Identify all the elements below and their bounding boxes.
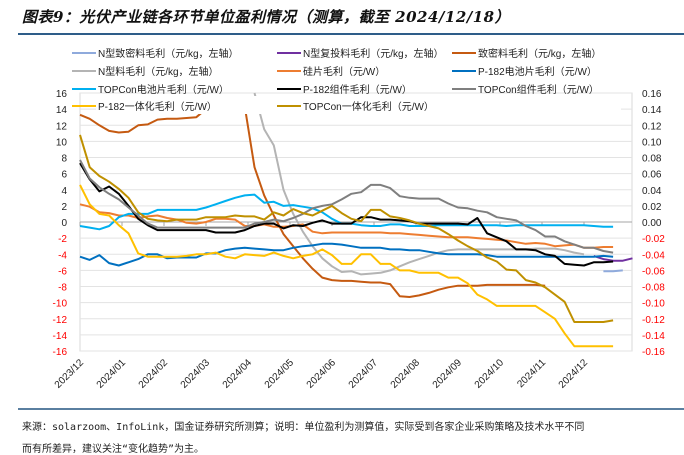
legend-label: N型致密料毛利（元/kg，左轴） bbox=[98, 47, 239, 60]
legend-item[interactable]: N型致密料毛利（元/kg，左轴） bbox=[72, 47, 239, 60]
y-left-tick-label: -16 bbox=[53, 347, 68, 358]
y-left-tick-label: 6 bbox=[61, 170, 67, 181]
y-left-tick-label: 10 bbox=[56, 137, 68, 148]
y-right-tick-label: 0.00 bbox=[642, 218, 662, 229]
y-left-tick-label: 4 bbox=[61, 186, 67, 197]
y-left-tick-label: -4 bbox=[58, 250, 67, 261]
gridlines bbox=[79, 92, 633, 352]
series-line-4 bbox=[79, 203, 614, 249]
x-axis: 2023/12 2024/01 2024/02 2024/03 2024/04 2024/… bbox=[53, 357, 591, 391]
x-tick-label: 2024/12 bbox=[557, 357, 591, 391]
legend-label: N型料毛利（元/kg，左轴） bbox=[98, 65, 219, 78]
legend-label: P-182组件毛利（元/W） bbox=[303, 83, 412, 96]
y-right-tick-label: 0.04 bbox=[642, 186, 662, 197]
y-right-tick-label: -0.14 bbox=[642, 331, 665, 342]
legend-label: TOPCon电池片毛利（元/W） bbox=[98, 83, 229, 96]
left-y-axis: 16 14 12 10 8 6 4 2 0 -2 -4 -6 -8 -10 -12 -14 -16 bbox=[53, 89, 68, 358]
y-left-tick-label: -14 bbox=[53, 331, 68, 342]
x-tick-label: 2024/01 bbox=[95, 357, 129, 391]
legend-item[interactable]: TOPCon电池片毛利（元/W） bbox=[72, 83, 229, 96]
series-line-10 bbox=[79, 134, 614, 323]
legend-label: P-182电池片毛利（元/W） bbox=[478, 65, 597, 78]
y-right-tick-label: 0.16 bbox=[642, 89, 662, 100]
footer-divider bbox=[18, 408, 684, 410]
y-right-tick-label: -0.10 bbox=[642, 299, 665, 310]
x-tick-label: 2024/11 bbox=[515, 357, 548, 390]
y-right-tick-label: 0.08 bbox=[642, 154, 662, 165]
series-line-1 bbox=[593, 254, 633, 262]
y-left-tick-label: 2 bbox=[61, 202, 67, 213]
y-right-tick-label: 0.10 bbox=[642, 137, 662, 148]
legend-label: P-182一体化毛利（元/W） bbox=[98, 100, 217, 113]
y-left-tick-label: -6 bbox=[58, 266, 67, 277]
x-tick-label: 2024/05 bbox=[263, 357, 297, 391]
legend-item[interactable]: P-182组件毛利（元/W） bbox=[277, 83, 412, 96]
legend-background bbox=[96, 96, 621, 114]
y-left-tick-label: -2 bbox=[58, 234, 67, 245]
legend-item[interactable]: N型料毛利（元/kg，左轴） bbox=[72, 65, 219, 78]
x-tick-label: 2023/12 bbox=[53, 357, 87, 391]
y-left-tick-label: -8 bbox=[58, 283, 67, 294]
y-right-tick-label: -0.08 bbox=[642, 283, 665, 294]
y-right-tick-label: -0.02 bbox=[642, 234, 665, 245]
legend-item[interactable]: 致密料毛利（元/kg，左轴） bbox=[452, 47, 601, 60]
y-right-tick-label: 0.14 bbox=[642, 105, 662, 116]
x-tick-label: 2024/06 bbox=[305, 357, 339, 391]
title-divider bbox=[18, 33, 684, 35]
chart-title: 图表9：光伏产业链各环节单位盈利情况（测算，截至 2024/12/18） bbox=[22, 8, 511, 26]
legend-label: 硅片毛利（元/W） bbox=[303, 65, 385, 78]
x-tick-label: 2024/08 bbox=[389, 357, 423, 391]
series-line-0 bbox=[603, 269, 623, 273]
legend-item[interactable]: TOPCon组件毛利（元/W） bbox=[452, 83, 599, 96]
legend: N型致密料毛利（元/kg，左轴） N型复投料毛利（元/kg，左轴） 致密料毛利（元/… bbox=[72, 47, 621, 114]
legend-item[interactable]: N型复投料毛利（元/kg，左轴） bbox=[277, 47, 444, 60]
y-right-tick-label: -0.12 bbox=[642, 315, 665, 326]
y-left-tick-label: 8 bbox=[61, 154, 67, 165]
x-tick-label: 2024/10 bbox=[473, 357, 507, 391]
right-y-axis: 0.16 0.14 0.12 0.10 0.08 0.06 0.04 0.02 0.00 -0.0… bbox=[642, 89, 665, 358]
y-left-tick-label: -12 bbox=[53, 315, 68, 326]
x-tick-label: 2024/09 bbox=[431, 357, 465, 391]
legend-label: N型复投料毛利（元/kg，左轴） bbox=[303, 47, 444, 60]
legend-item[interactable]: P-182一体化毛利（元/W） bbox=[72, 100, 217, 113]
y-right-tick-label: 0.06 bbox=[642, 170, 662, 181]
series-line-7 bbox=[79, 162, 614, 267]
x-tick-label: 2024/07 bbox=[347, 357, 381, 391]
series-line-9 bbox=[79, 184, 614, 348]
source-note: 来源：solarzoom、InfoLink，国金证券研究所测算；说明：单位盈利为… bbox=[22, 422, 585, 433]
legend-item[interactable]: P-182电池片毛利（元/W） bbox=[452, 65, 597, 78]
series-line-8 bbox=[79, 159, 614, 254]
y-left-tick-label: -10 bbox=[53, 299, 68, 310]
series-lines bbox=[79, 92, 633, 348]
y-left-tick-label: 14 bbox=[56, 105, 68, 116]
legend-label: TOPCon组件毛利（元/W） bbox=[478, 83, 599, 96]
x-tick-label: 2024/02 bbox=[137, 357, 171, 391]
legend-item[interactable]: TOPCon一体化毛利（元/W） bbox=[277, 100, 434, 113]
y-left-tick-label: 0 bbox=[61, 218, 67, 229]
y-left-tick-label: 16 bbox=[56, 89, 68, 100]
source-note-line2: 而有所差异，建议关注“变化趋势”为主。 bbox=[22, 444, 205, 455]
series-line-5 bbox=[79, 242, 614, 267]
y-right-tick-label: -0.16 bbox=[642, 347, 665, 358]
series-line-2 bbox=[79, 105, 546, 298]
x-tick-label: 2024/04 bbox=[221, 357, 255, 391]
y-right-tick-label: -0.06 bbox=[642, 266, 665, 277]
y-left-tick-label: 12 bbox=[56, 121, 68, 132]
y-right-tick-label: 0.02 bbox=[642, 202, 662, 213]
x-tick-label: 2024/03 bbox=[179, 357, 213, 391]
y-right-tick-label: 0.12 bbox=[642, 121, 662, 132]
y-right-tick-label: -0.04 bbox=[642, 250, 665, 261]
legend-item[interactable]: 硅片毛利（元/W） bbox=[277, 65, 385, 78]
legend-label: TOPCon一体化毛利（元/W） bbox=[303, 100, 434, 113]
legend-label: 致密料毛利（元/kg，左轴） bbox=[478, 47, 601, 60]
